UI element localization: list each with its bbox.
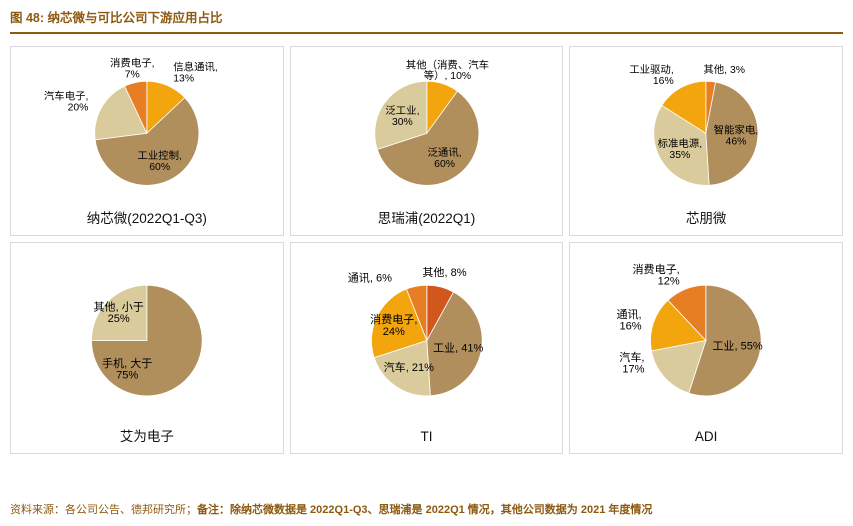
chart-title: TI bbox=[420, 429, 433, 444]
chart-title: ADI bbox=[694, 429, 718, 444]
pie-chart: 手机, 大于 75% 其他, 小于 25% bbox=[91, 284, 203, 397]
slice-label: 标准电源, 35% bbox=[658, 137, 703, 161]
footer-note: 备注：除纳芯微数据是 2022Q1-Q3、思瑞浦是 2022Q1 情况，其他公司… bbox=[197, 504, 653, 516]
figure-title: 图 48: 纳芯微与可比公司下游应用占比 bbox=[10, 11, 223, 25]
pie-chart: 其他, 8% 工业, 41% 汽车, 21% 消费电子, 24% 通讯, 6% bbox=[347, 266, 484, 397]
slice-label: 泛工业, 30% bbox=[385, 105, 419, 128]
pie-chart: 其他（消费、汽车等）, 10% 泛通讯, 60% 泛工业, 30% bbox=[374, 58, 489, 186]
pie-slice bbox=[94, 97, 200, 186]
pie-slice bbox=[374, 80, 427, 150]
pie-slice bbox=[651, 340, 707, 394]
slice-label: 智能家电, 46% bbox=[714, 124, 759, 148]
slice-label: 通讯, 16% bbox=[617, 308, 642, 333]
slice-label: 消费电子, 12% bbox=[633, 262, 680, 288]
pie-slice bbox=[376, 90, 479, 186]
pie-slice bbox=[91, 284, 203, 397]
slice-label: 泛通讯, 60% bbox=[427, 147, 461, 170]
chart-panel: 其他（消费、汽车等）, 10% 泛通讯, 60% 泛工业, 30% 思瑞浦(2022Q1… bbox=[289, 46, 564, 236]
slice-label: 工业控制, 60% bbox=[137, 149, 182, 173]
slice-label: 其他, 3% bbox=[704, 63, 746, 76]
pie-slice bbox=[650, 299, 707, 352]
slice-label: 信息通讯, 13% bbox=[173, 60, 218, 84]
pie-slice bbox=[373, 339, 431, 397]
chart-panel: 信息通讯, 13% 工业控制, 60% 汽车电子, 20% 消费电子, 7% 纳芯微(2022… bbox=[10, 46, 284, 236]
chart-panel: 手机, 大于 75% 其他, 小于 25% 艾为电子 bbox=[10, 242, 284, 454]
pie-slice bbox=[94, 85, 148, 141]
pie-slice bbox=[405, 284, 427, 341]
figure-header: 图 48: 纳芯微与可比公司下游应用占比 bbox=[0, 0, 853, 34]
slice-label: 消费电子, 24% bbox=[370, 312, 417, 338]
pie-slice bbox=[688, 284, 762, 397]
slice-label: 汽车电子, 20% bbox=[44, 90, 89, 114]
chart-panel: 其他, 8% 工业, 41% 汽车, 21% 消费电子, 24% 通讯, 6% TI bbox=[289, 242, 564, 454]
slice-label: 其他, 小于 25% bbox=[93, 301, 143, 326]
pie-slice bbox=[124, 80, 148, 134]
chart-title: 思瑞浦(2022Q1) bbox=[377, 211, 476, 226]
pie-chart: 工业, 55% 汽车, 17% 通讯, 16% 消费电子, 12% bbox=[617, 262, 764, 397]
slice-label: 工业驱动, 16% bbox=[630, 64, 675, 87]
chart-panel: 其他, 3% 智能家电, 46% 标准电源, 35% 工业驱动, 16% 芯朋微 bbox=[569, 46, 843, 236]
slice-label: 工业, 41% bbox=[433, 342, 484, 355]
pie-chart: 信息通讯, 13% 工业控制, 60% 汽车电子, 20% 消费电子, 7% bbox=[44, 57, 218, 186]
slice-label: 汽车, 17% bbox=[620, 350, 645, 376]
figure-footer: 资料来源：各公司公告、德邦研究所；备注：除纳芯微数据是 2022Q1-Q3、思瑞… bbox=[10, 503, 843, 517]
pie-slice bbox=[653, 104, 710, 186]
slice-label: 汽车, 21% bbox=[383, 360, 434, 374]
slice-label: 通讯, 6% bbox=[347, 272, 391, 285]
slice-label: 消费电子, 7% bbox=[110, 57, 155, 81]
pie-slice bbox=[91, 284, 148, 341]
pie-slice bbox=[705, 81, 759, 186]
slice-label: 手机, 大于 75% bbox=[102, 356, 152, 382]
pie-slice bbox=[661, 80, 707, 134]
chart-title: 艾为电子 bbox=[119, 429, 174, 444]
pie-chart: 其他, 3% 智能家电, 46% 标准电源, 35% 工业驱动, 16% bbox=[630, 63, 759, 186]
slice-label: 其他（消费、汽车等）, 10% bbox=[405, 58, 488, 82]
footer-source: 资料来源：各公司公告、德邦研究所； bbox=[10, 504, 197, 516]
chart-title: 芯朋微 bbox=[685, 211, 727, 226]
chart-title: 纳芯微(2022Q1-Q3) bbox=[86, 211, 207, 226]
chart-panel: 工业, 55% 汽车, 17% 通讯, 16% 消费电子, 12% ADI bbox=[569, 242, 843, 454]
slice-label: 工业, 55% bbox=[713, 340, 764, 353]
charts-grid: 信息通讯, 13% 工业控制, 60% 汽车电子, 20% 消费电子, 7% 纳芯微(2022… bbox=[0, 34, 853, 454]
pie-slice bbox=[426, 291, 483, 397]
pie-slice bbox=[667, 284, 707, 342]
title-rule bbox=[10, 32, 843, 34]
slice-label: 其他, 8% bbox=[422, 266, 466, 279]
